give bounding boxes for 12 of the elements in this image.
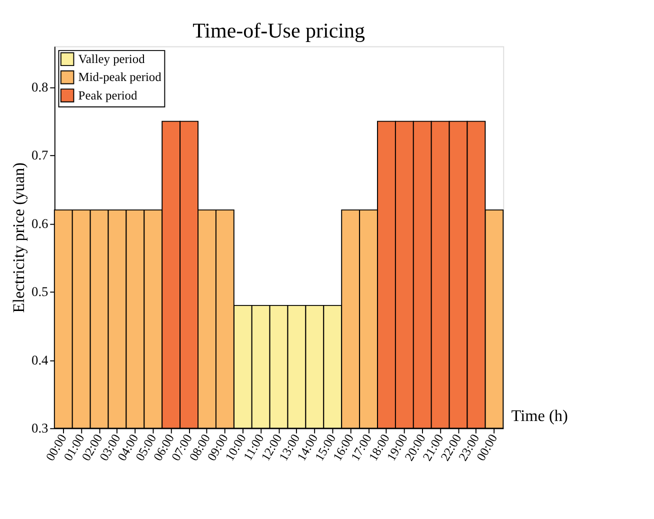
- legend-label: Mid-peak period: [78, 70, 162, 84]
- y-tick-label: 0.3: [32, 420, 49, 436]
- legend-label: Valley period: [78, 52, 146, 66]
- y-tick-label: 0.7: [32, 148, 49, 163]
- legend-label: Peak period: [78, 88, 138, 102]
- y-tick-label: 0.6: [32, 216, 49, 231]
- chart-title: Time-of-Use pricing: [192, 18, 366, 43]
- y-tick-label: 0.4: [32, 352, 49, 368]
- y-axis-title: Electricity price (yuan): [10, 162, 28, 313]
- y-tick-label: 0.8: [32, 79, 49, 94]
- x-axis-title: Time (h): [511, 407, 568, 426]
- y-tick-label: 0.5: [32, 284, 49, 300]
